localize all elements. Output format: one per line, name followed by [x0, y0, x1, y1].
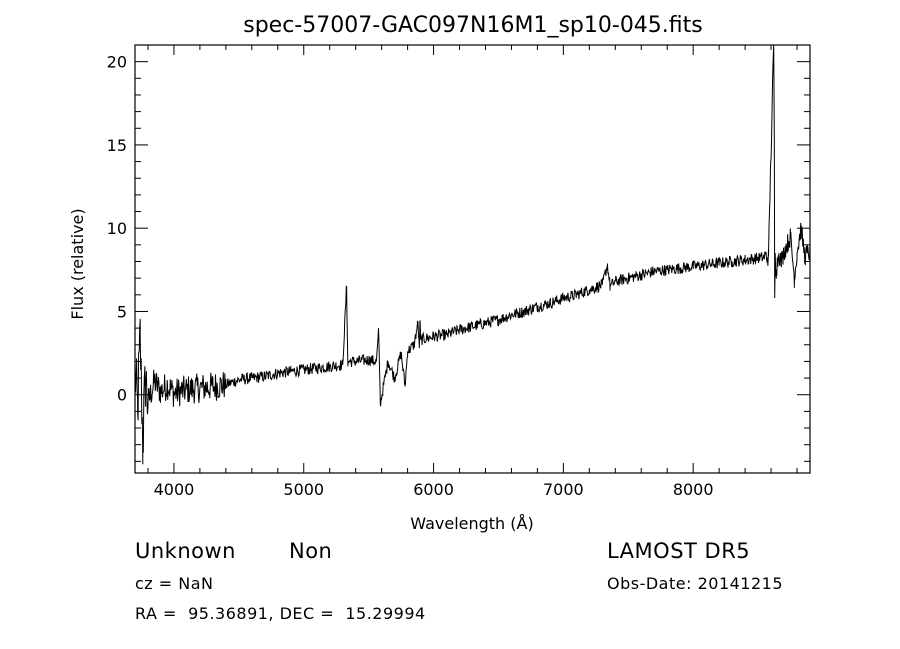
coordinates-label: RA = 95.36891, DEC = 15.29994: [135, 604, 426, 623]
x-tick-label: 5000: [283, 480, 324, 499]
y-tick-label: 10: [107, 219, 127, 238]
y-tick-label: 15: [107, 136, 127, 155]
obs-date-label: Obs-Date: 20141215: [607, 574, 784, 593]
x-tick-label: 8000: [673, 480, 714, 499]
y-axis-ticks: 0 5 10 15 20: [107, 53, 810, 462]
y-tick-label: 5: [117, 302, 127, 321]
chart-title: spec-57007-GAC097N16M1_sp10-045.fits: [243, 13, 703, 38]
y-tick-label: 0: [117, 386, 127, 405]
x-axis-label: Wavelength (Å): [410, 514, 533, 533]
x-axis-ticks: 4000 5000 6000 7000 8000: [147, 45, 798, 499]
survey-label: LAMOST DR5: [607, 539, 751, 563]
redshift-label: cz = NaN: [135, 574, 214, 593]
x-tick-label: 4000: [154, 480, 195, 499]
x-tick-label: 7000: [543, 480, 584, 499]
object-class-label: Unknown: [135, 539, 236, 563]
x-tick-label: 6000: [413, 480, 454, 499]
spectrum-series-line: [134, 44, 811, 465]
plot-frame: [134, 44, 811, 474]
y-axis-label: Flux (relative): [68, 208, 87, 319]
object-subclass-label: Non: [289, 539, 333, 563]
y-tick-label: 20: [107, 53, 127, 72]
